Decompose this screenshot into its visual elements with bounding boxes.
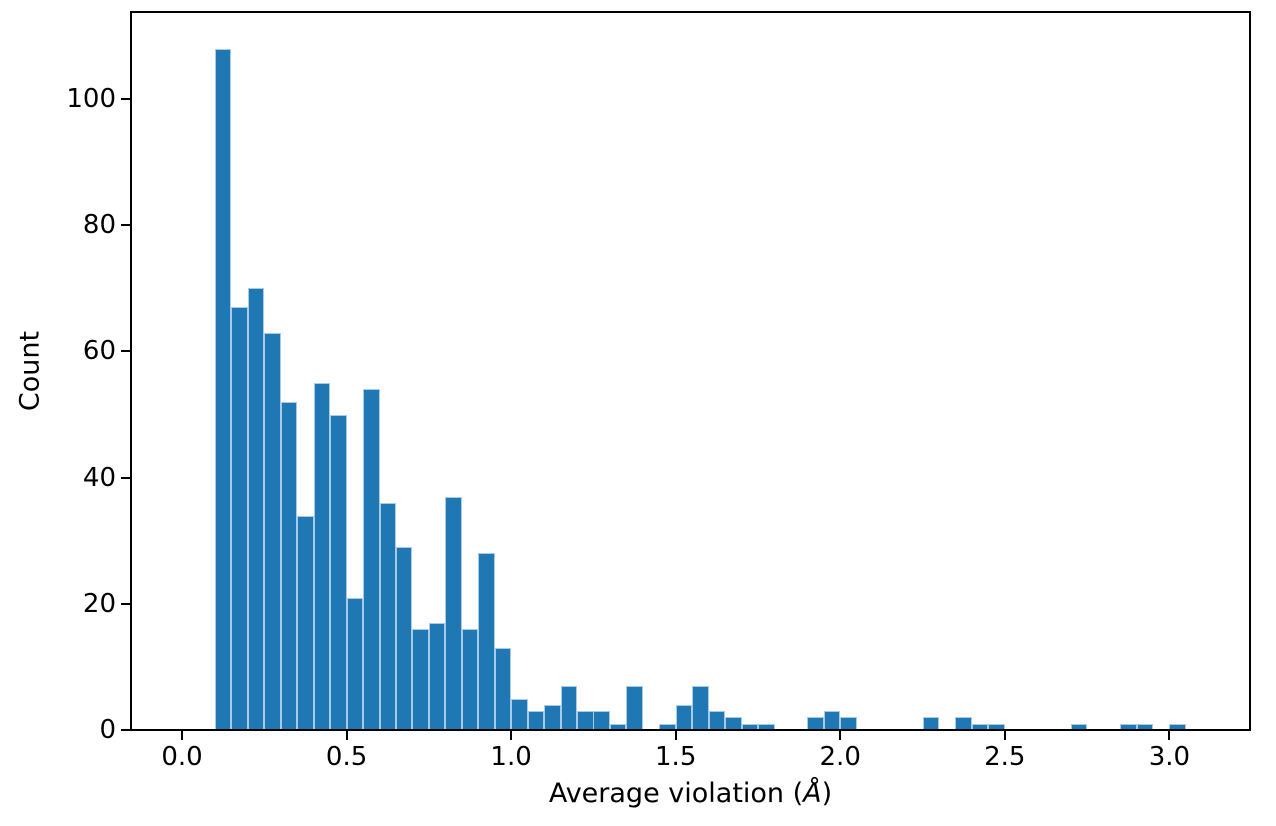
x-axis-spine — [130, 729, 1251, 731]
x-tick-label: 0.0 — [161, 742, 203, 772]
histogram-bar — [593, 711, 610, 730]
y-tick-label: 60 — [82, 336, 116, 367]
y-axis-label-text: Count — [14, 330, 46, 412]
histogram-bar — [560, 685, 577, 730]
y-tick-mark — [121, 98, 130, 101]
x-axis-label-prefix: Average violation ( — [548, 778, 804, 809]
angstrom-symbol: Å — [803, 778, 822, 809]
x-axis-label-suffix: ) — [821, 778, 833, 809]
y-axis-label: Count — [15, 331, 46, 411]
histogram-bar — [346, 597, 364, 730]
histogram-bar — [544, 704, 561, 730]
x-tick-mark — [181, 731, 183, 740]
y-tick-mark — [121, 729, 130, 731]
x-tick-label: 2.5 — [984, 742, 1026, 772]
histogram-bar — [231, 307, 248, 730]
histogram-bar — [264, 332, 281, 730]
histogram-bar — [527, 711, 545, 730]
histogram-bar — [214, 48, 232, 730]
histogram-bar — [363, 389, 380, 730]
histogram-bar — [708, 711, 726, 730]
histogram-bar — [461, 629, 479, 730]
right-spine — [1249, 11, 1251, 731]
x-tick-mark — [1168, 731, 1171, 740]
histogram-bar — [626, 685, 643, 730]
y-tick-mark — [121, 602, 130, 605]
y-tick-label: 0 — [99, 715, 116, 745]
x-axis-label: Average violation (Å) — [131, 778, 1250, 809]
x-tick-mark — [839, 731, 842, 740]
histogram-bar — [297, 515, 314, 730]
histogram-bar — [330, 414, 347, 730]
histogram-bar — [692, 685, 709, 730]
histogram-bar — [280, 401, 298, 730]
histogram-bar — [511, 698, 528, 730]
histogram-bar — [428, 622, 446, 730]
histogram-bar — [395, 547, 413, 730]
y-tick-label: 40 — [82, 462, 116, 493]
y-tick-label: 20 — [82, 588, 116, 619]
y-tick-mark — [121, 224, 130, 227]
histogram-bar — [412, 629, 429, 730]
x-tick-mark — [510, 731, 513, 740]
histogram-bar — [823, 711, 841, 730]
histogram-bar — [247, 288, 265, 730]
histogram-bar — [577, 711, 594, 730]
histogram-bar — [313, 383, 331, 730]
y-tick-label: 100 — [66, 84, 116, 115]
histogram-bar — [478, 553, 495, 730]
x-tick-mark — [345, 731, 348, 740]
x-tick-label: 1.5 — [655, 742, 697, 772]
y-axis-spine — [130, 11, 132, 731]
top-spine — [130, 11, 1251, 13]
y-tick-label: 80 — [82, 210, 116, 241]
x-tick-label: 2.0 — [819, 742, 861, 772]
histogram-bar — [445, 496, 462, 730]
x-tick-mark — [674, 731, 677, 740]
histogram-bar — [494, 648, 512, 730]
x-tick-mark — [1003, 731, 1006, 740]
y-tick-mark — [121, 350, 130, 353]
histogram-bar — [675, 704, 693, 730]
y-tick-mark — [121, 476, 130, 479]
x-tick-label: 0.5 — [325, 742, 368, 772]
x-tick-label: 3.0 — [1148, 742, 1191, 772]
x-tick-label: 1.0 — [490, 742, 532, 772]
histogram-bar — [379, 502, 396, 730]
